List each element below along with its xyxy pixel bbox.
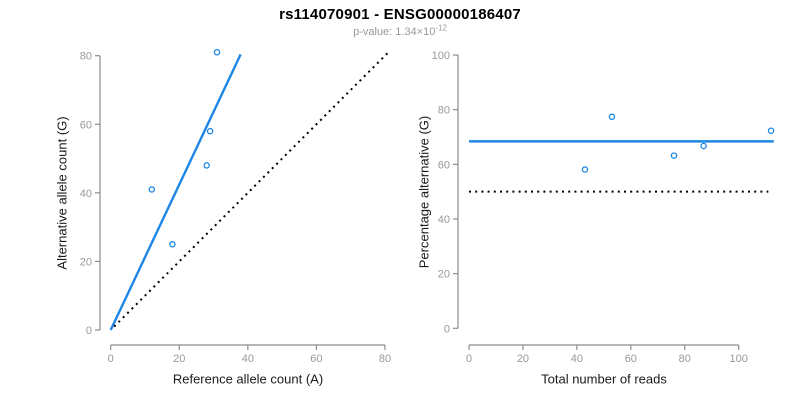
pvalue-subtitle: p-value: 1.34×10-12 (0, 23, 800, 38)
left-plot-xlabel: Reference allele count (A) (172, 371, 324, 387)
x-tick-label: 80 (679, 353, 691, 365)
x-tick-label: 0 (466, 353, 472, 365)
regression-line (109, 53, 242, 331)
identity-line (113, 51, 390, 328)
pvalue-text: p-value: 1.34×10 (353, 26, 436, 38)
allele-counts-plot: 0 20 40 60 80 0 20 40 60 80 (80, 49, 391, 365)
data-point (767, 127, 775, 134)
y-tick-label: 40 (438, 214, 450, 226)
data-point (608, 113, 616, 121)
percentage-alternative-plot: 0 20 40 60 80 100 0 20 40 60 80 100 (432, 50, 775, 365)
figure-title: rs114070901 - ENSG00000186407 (279, 6, 521, 23)
y-tick-label: 0 (86, 325, 92, 337)
right-plot-xlabel: Total number of reads (541, 371, 667, 387)
y-tick-label: 60 (80, 119, 92, 131)
y-tick-label: 20 (438, 269, 450, 281)
right-plot-ylabel: Percentage alternative (G) (416, 115, 432, 269)
data-point (213, 49, 221, 56)
x-tick-label: 40 (242, 353, 254, 365)
data-point (206, 127, 214, 135)
x-tick-label: 100 (730, 353, 748, 365)
data-point (700, 142, 707, 150)
y-tick-label: 20 (80, 256, 92, 268)
y-tick-label: 40 (80, 188, 92, 200)
y-tick-label: 100 (432, 50, 450, 62)
left-plot-ylabel: Alternative allele count (G) (54, 116, 70, 270)
x-tick-label: 40 (571, 353, 583, 365)
x-tick-label: 80 (379, 353, 391, 365)
data-point (203, 162, 210, 169)
y-tick-label: 80 (438, 105, 450, 117)
data-point (148, 186, 156, 193)
data-point (581, 166, 589, 173)
y-tick-label: 80 (80, 51, 92, 63)
y-tick-label: 60 (438, 159, 450, 171)
x-tick-label: 60 (310, 353, 322, 365)
pvalue-exponent: -12 (435, 23, 447, 33)
x-tick-label: 0 (108, 353, 114, 365)
x-tick-label: 20 (517, 353, 529, 365)
x-tick-label: 20 (173, 353, 185, 365)
data-point (670, 152, 678, 159)
figure-header: rs114070901 - ENSG00000186407 p-value: 1… (0, 6, 800, 38)
y-tick-label: 0 (444, 323, 450, 335)
x-tick-label: 60 (625, 353, 637, 365)
data-point (169, 241, 176, 248)
